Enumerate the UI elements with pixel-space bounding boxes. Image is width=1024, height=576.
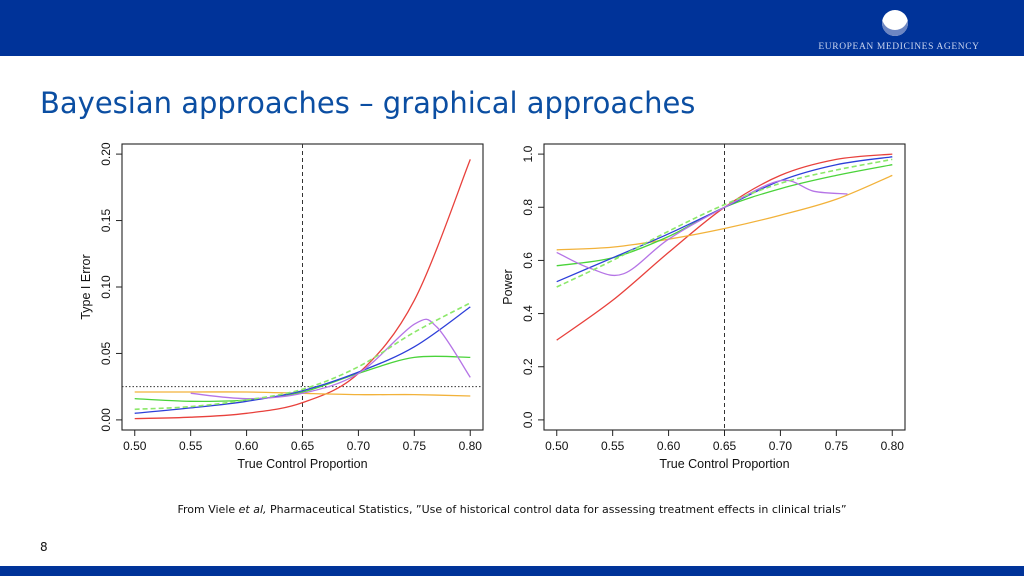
power-series-line-5 (556, 179, 848, 277)
power-y-tick-label: 0.8 (521, 199, 535, 216)
type-i-error-x-tick-label: 0.60 (235, 439, 259, 453)
power-y-tick-label: 0.4 (521, 305, 535, 322)
logo-text: EUROPEAN MEDICINES AGENCY (818, 42, 980, 52)
type-i-error-y-tick-label: 0.15 (99, 209, 113, 233)
power-x-tick-label: 0.55 (601, 439, 625, 453)
type-i-error-x-axis-label: True Control Proportion (237, 457, 367, 471)
type-i-error-y-axis-label: Type I Error (79, 254, 93, 319)
type-i-error-series-line-6 (134, 302, 471, 411)
power-series-group (556, 153, 893, 341)
power-y-axis-label: Power (501, 269, 515, 304)
caption-prefix: From Viele (177, 503, 239, 516)
header-bar: EUROPEAN MEDICINES AGENCY (0, 0, 1024, 56)
type-i-error-series-group (134, 159, 471, 420)
power-x-tick-label: 0.80 (881, 439, 905, 453)
type-i-error-x-tick-label: 0.80 (459, 439, 483, 453)
caption-rest: Pharmaceutical Statistics, ”Use of histo… (266, 503, 847, 516)
type-i-error-series-line-1 (134, 159, 471, 420)
type-i-error-x-tick-label: 0.75 (403, 439, 427, 453)
type-i-error-y-tick-label: 0.05 (99, 341, 113, 365)
type-i-error-chart: 0.50 0.55 0.60 0.65 0.70 0.75 0.80 0.00 0.05 0.10… (79, 142, 484, 471)
power-x-tick-label: 0.50 (545, 439, 569, 453)
slide-title: Bayesian approaches – graphical approach… (40, 86, 696, 120)
power-x-axis-label: True Control Proportion (659, 457, 789, 471)
figure-caption: From Viele et al, Pharmaceutical Statist… (0, 503, 1024, 516)
type-i-error-series-line-5 (190, 318, 471, 400)
footer-bar (0, 566, 1024, 576)
power-x-tick-label: 0.75 (825, 439, 849, 453)
power-x-tick-label: 0.70 (769, 439, 793, 453)
power-chart: 0.50 0.55 0.60 0.65 0.70 0.75 0.80 0.0 0.2 0.4 0.6… (501, 143, 906, 471)
power-y-tick-label: 1.0 (521, 145, 535, 162)
power-series-line-6 (556, 158, 893, 288)
power-x-tick-label: 0.60 (657, 439, 681, 453)
power-series-line-2 (556, 174, 893, 251)
type-i-error-x-tick-label: 0.55 (179, 439, 203, 453)
power-y-tick-label: 0.6 (521, 252, 535, 269)
page-number: 8 (40, 540, 48, 554)
type-i-error-x-tick-label: 0.50 (123, 439, 147, 453)
type-i-error-x-tick-label: 0.70 (347, 439, 371, 453)
power-y-tick-label: 0.2 (521, 358, 535, 375)
type-i-error-y-tick-label: 0.00 (99, 408, 113, 432)
ema-logo[interactable]: EUROPEAN MEDICINES AGENCY (814, 8, 984, 52)
type-i-error-x-tick-label: 0.65 (291, 439, 315, 453)
type-i-error-series-line-3 (134, 355, 471, 403)
power-x-tick-label: 0.65 (713, 439, 737, 453)
ema-globe-icon (882, 10, 908, 36)
power-y-tick-label: 0.0 (521, 411, 535, 428)
type-i-error-y-tick-label: 0.20 (99, 142, 113, 166)
type-i-error-series-line-4 (134, 306, 471, 414)
type-i-error-y-tick-label: 0.10 (99, 275, 113, 299)
caption-italic: et al, (238, 503, 267, 516)
